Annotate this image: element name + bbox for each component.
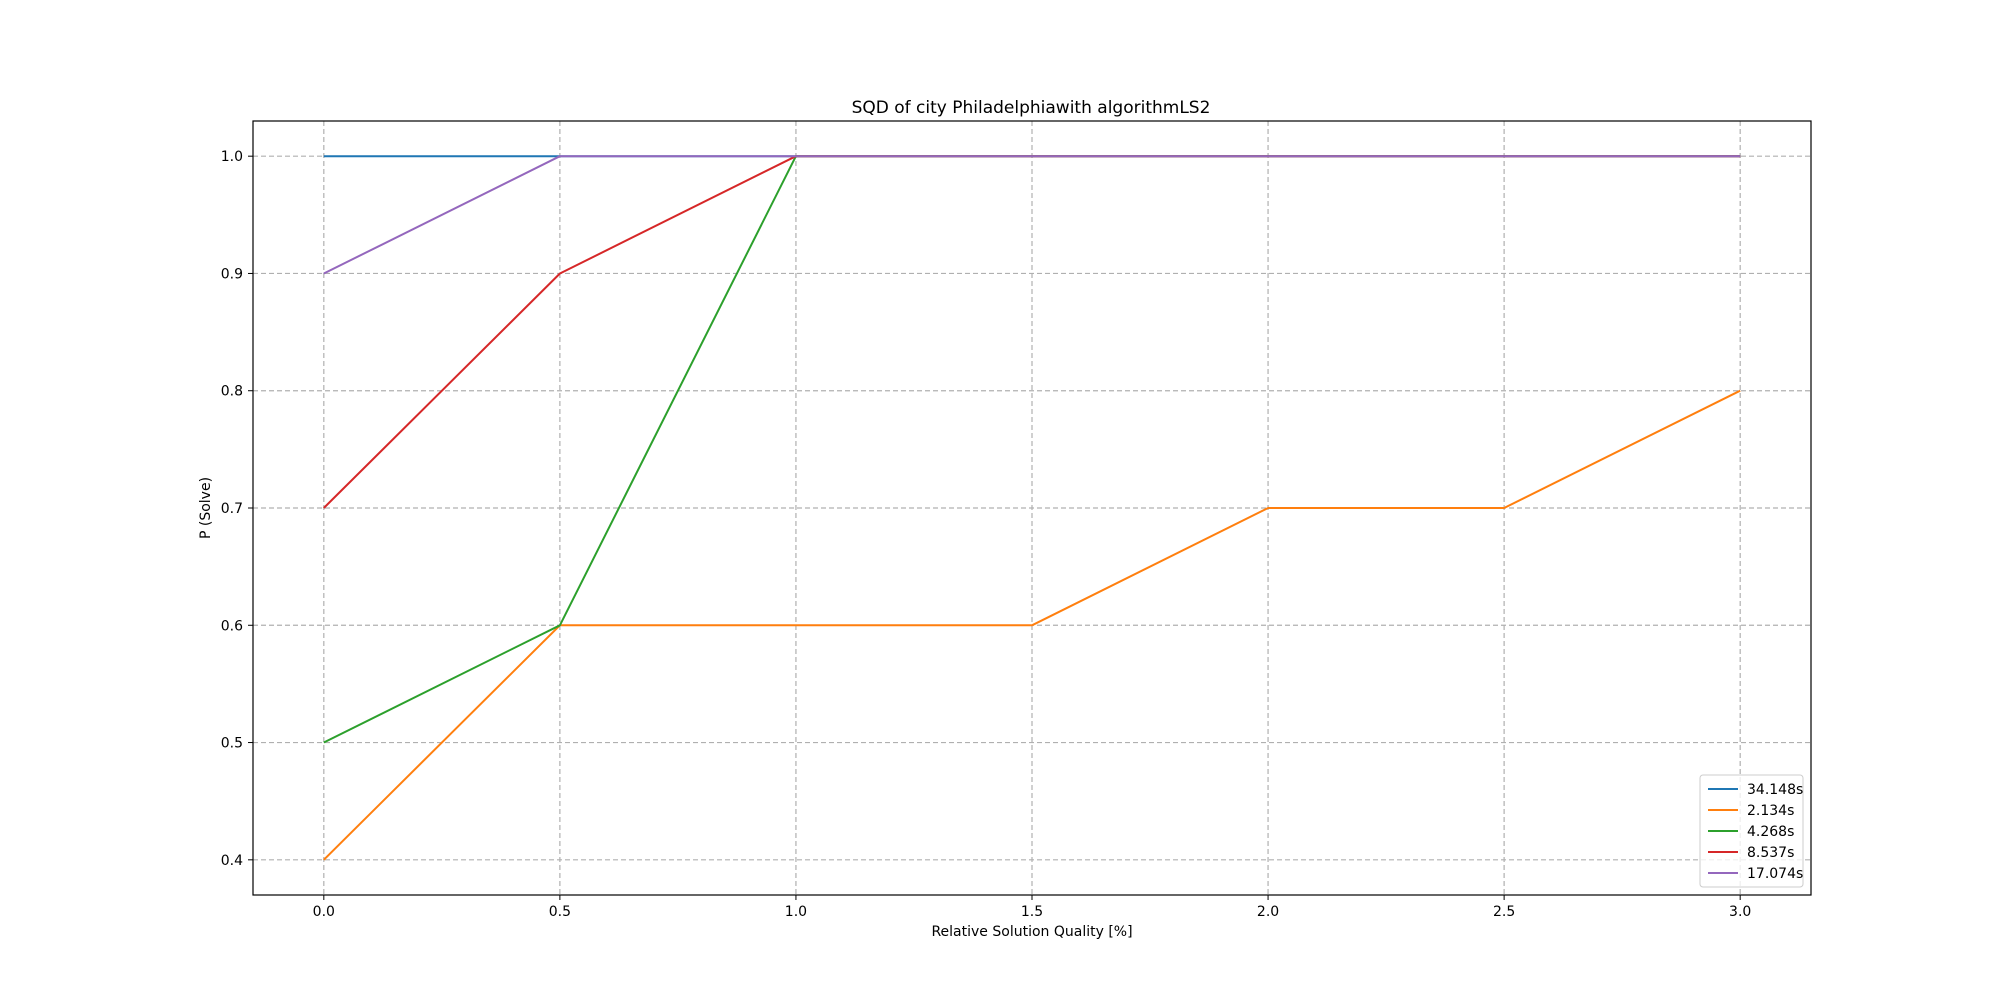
x-tick-label: 2.0 [1257,904,1279,920]
y-axis-title: P (Solve) [198,477,214,539]
x-tick-label: 0.5 [549,904,571,920]
y-tick-label: 0.6 [221,618,243,634]
legend: 34.148s 2.134s 4.268s 8.537s 17.074s [1699,774,1804,888]
x-tick-label: 2.5 [1493,904,1515,920]
series-lines [323,155,1741,861]
x-tick-label: 0.0 [313,904,335,920]
y-tick-label: 0.7 [221,501,243,517]
x-axis-title: Relative Solution Quality [%] [931,924,1132,940]
legend-label: 34.148s [1747,782,1803,798]
y-tick-label: 0.5 [221,736,243,752]
chart-title: SQD of city Philadelphiawith algorithmLS… [852,98,1211,118]
x-tick-label: 1.0 [785,904,807,920]
y-tick-label: 1.0 [221,149,243,165]
legend-label: 17.074s [1747,866,1803,882]
x-tick-label: 3.0 [1729,904,1751,920]
x-axis-ticks: 0.0 0.5 1.0 1.5 2.0 2.5 3.0 [313,895,1751,920]
legend-label: 4.268s [1747,824,1794,840]
y-tick-label: 0.4 [221,853,243,869]
y-tick-label: 0.9 [221,266,243,282]
y-axis-ticks: 0.4 0.5 0.6 0.7 0.8 0.9 1.0 [221,149,253,869]
legend-label: 8.537s [1747,845,1794,861]
legend-box [1699,774,1804,888]
x-tick-label: 1.5 [1021,904,1043,920]
series-line-4 [323,155,1741,275]
y-tick-label: 0.8 [221,384,243,400]
legend-label: 2.134s [1747,803,1794,819]
grid-lines [253,121,1811,895]
